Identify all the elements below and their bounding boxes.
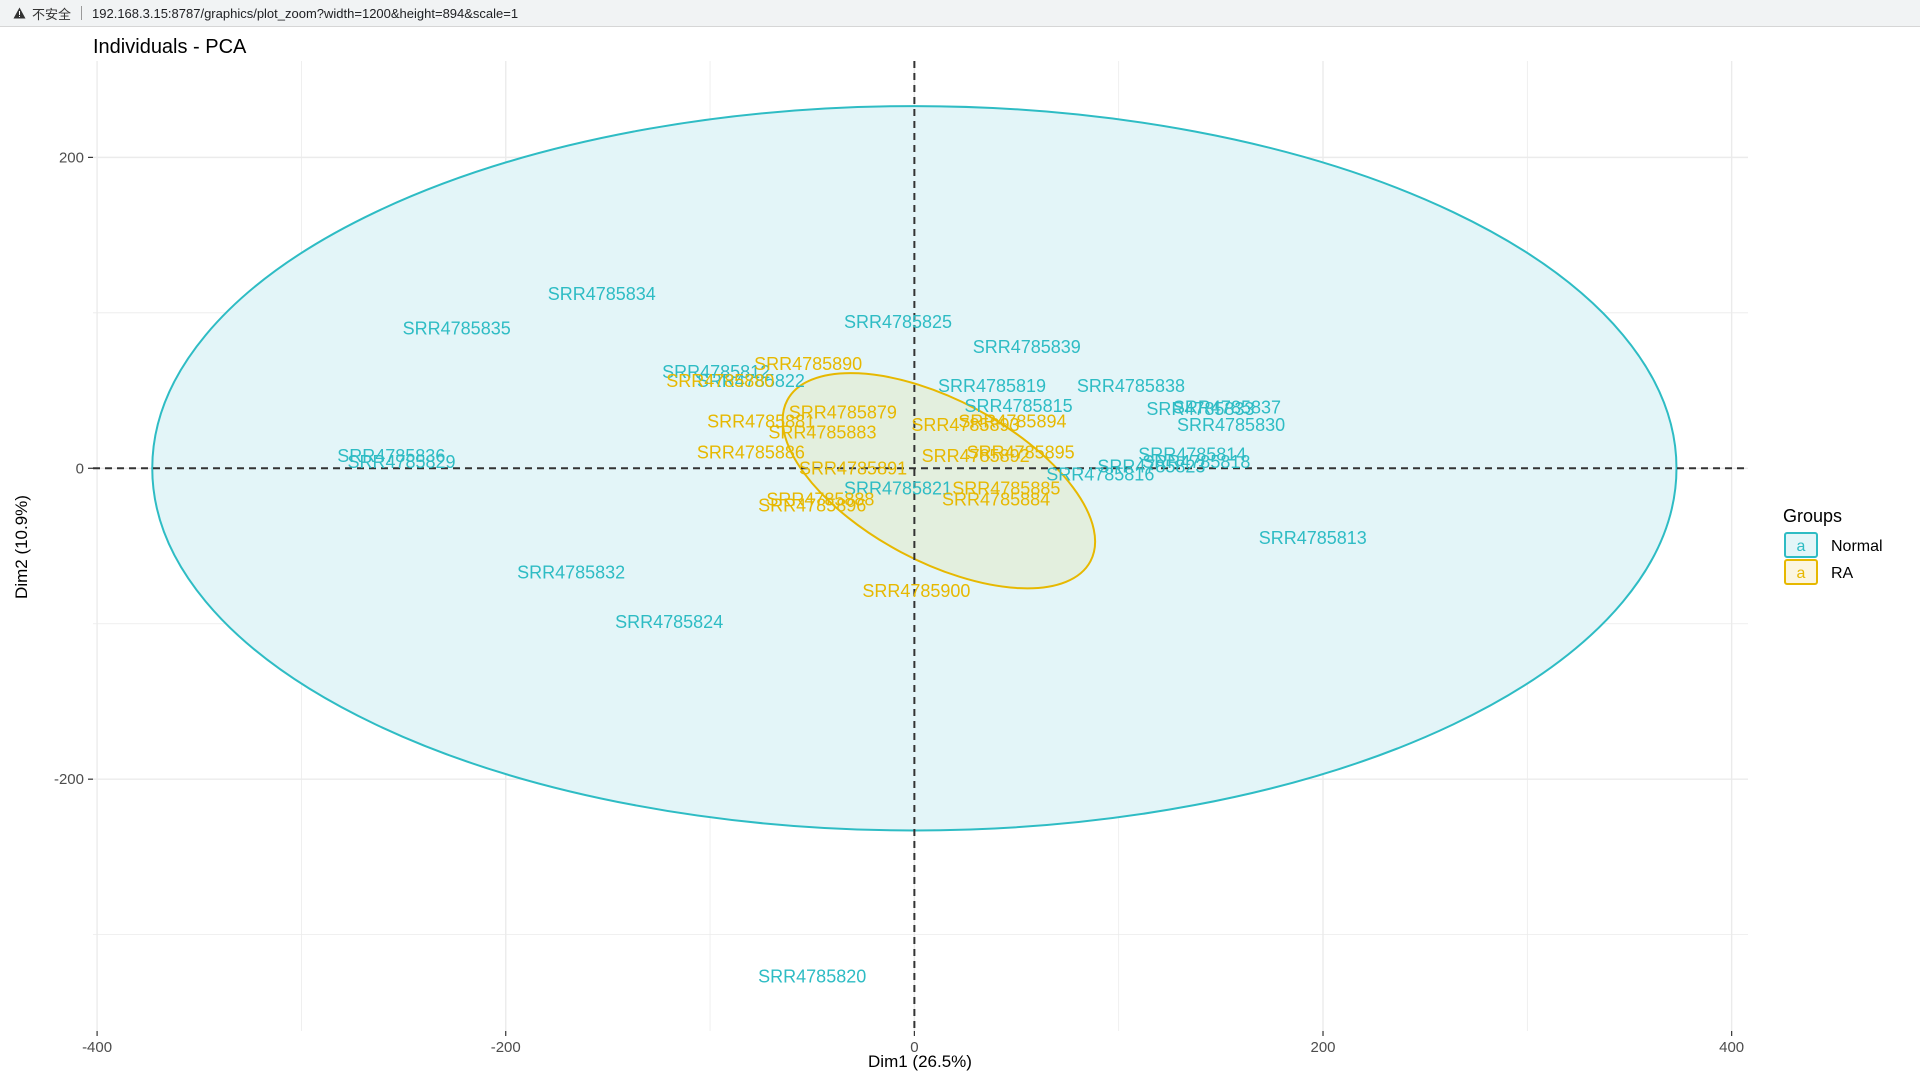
point-label: SRR4785830: [1177, 415, 1285, 435]
point-label: SRR4785824: [615, 612, 723, 632]
point-label: SRR4785819: [938, 376, 1046, 396]
point-label: SRR4785825: [844, 312, 952, 332]
legend-item-normal: a Normal: [1784, 532, 1883, 558]
y-axis-label: Dim2 (10.9%): [12, 495, 31, 599]
point-labels: SRR4785834 SRR4785835 SRR4785825 SRR4785839…: [337, 284, 1367, 986]
point-label: SRR4785820: [758, 967, 866, 987]
point-label: SRR4785812: [662, 362, 770, 382]
plot-area: SRR4785834 SRR4785835 SRR4785825 SRR4785839…: [0, 27, 1920, 1080]
x-tick-label: 200: [1310, 1039, 1335, 1056]
point-label: SRR4785896: [758, 496, 866, 516]
x-tick-label: 400: [1719, 1039, 1744, 1056]
legend: Groups a Normal a RA: [1783, 506, 1883, 585]
point-label: SRR4785829: [347, 452, 455, 472]
legend-title: Groups: [1783, 506, 1842, 526]
point-label: SRR4785816: [1046, 464, 1154, 484]
point-label: SRR4785895: [967, 443, 1075, 463]
point-label: SRR4785836: [337, 446, 445, 466]
x-axis-label: Dim1 (26.5%): [868, 1052, 972, 1071]
legend-key-normal: [1784, 532, 1818, 558]
point-label: SRR4785890: [754, 354, 862, 374]
point-label: SRR4785821: [844, 478, 952, 498]
point-label: SRR4785833: [1146, 399, 1254, 419]
legend-key-ra: [1784, 559, 1818, 585]
legend-key-glyph-normal: a: [1797, 538, 1806, 555]
point-label: SRR4785832: [517, 562, 625, 582]
point-label: SRR4785880: [666, 371, 774, 391]
legend-label-normal: Normal: [1831, 538, 1883, 555]
point-label: SRR4785838: [1077, 376, 1185, 396]
point-label: SRR4785822: [697, 371, 805, 391]
axes: -400 -200 0 200 400 -200 0 200: [54, 149, 1744, 1056]
point-label: SRR4785883: [768, 423, 876, 443]
point-label: SRR4785815: [965, 396, 1073, 416]
point-label: SRR4785884: [942, 489, 1050, 509]
warning-icon[interactable]: [12, 6, 26, 20]
divider: [81, 6, 83, 20]
legend-item-ra: a RA: [1784, 559, 1854, 585]
security-label[interactable]: 不安全: [32, 6, 72, 22]
point-label: SRR4785885: [952, 478, 1060, 498]
legend-key-glyph-ra: a: [1797, 565, 1806, 582]
zero-lines: [93, 61, 1748, 1031]
point-label: SRR4785837: [1173, 398, 1281, 418]
point-label: SRR4785891: [799, 458, 907, 478]
x-tick-label: 0: [910, 1039, 918, 1056]
point-label: SRR4785834: [548, 284, 656, 304]
ellipse-ra: [781, 372, 1097, 590]
point-label: SRR4785900: [862, 581, 970, 601]
y-tick-label: -200: [54, 771, 84, 788]
point-label: SRR4785888: [766, 489, 874, 509]
point-label: SRR4785813: [1259, 528, 1367, 548]
point-label: SRR4785879: [789, 402, 897, 422]
y-tick-label: 0: [76, 460, 84, 477]
pca-plot: SRR4785834 SRR4785835 SRR4785825 SRR4785839…: [12, 36, 1883, 1071]
legend-label-ra: RA: [1831, 565, 1854, 582]
point-label: SRR4785881: [707, 412, 815, 432]
point-label: SRR4785814: [1138, 444, 1246, 464]
x-tick-label: -400: [82, 1039, 112, 1056]
point-label: SRR4785835: [403, 318, 511, 338]
point-label: SRR4785894: [958, 412, 1066, 432]
x-tick-label: -200: [491, 1039, 521, 1056]
address-bar[interactable]: 不安全 192.168.3.15:8787/graphics/plot_zoom…: [0, 0, 1920, 27]
point-label: SRR4785892: [922, 446, 1030, 466]
y-tick-label: 200: [59, 149, 84, 166]
chart-title: Individuals - PCA: [93, 36, 247, 58]
point-label: SRR4785818: [1142, 452, 1250, 472]
point-label: SRR4785839: [973, 337, 1081, 357]
point-label: SRR4785823: [1097, 457, 1205, 477]
url-text[interactable]: 192.168.3.15:8787/graphics/plot_zoom?wid…: [92, 5, 519, 21]
point-label: SRR4785893: [911, 415, 1019, 435]
point-label: SRR4785886: [697, 443, 805, 463]
